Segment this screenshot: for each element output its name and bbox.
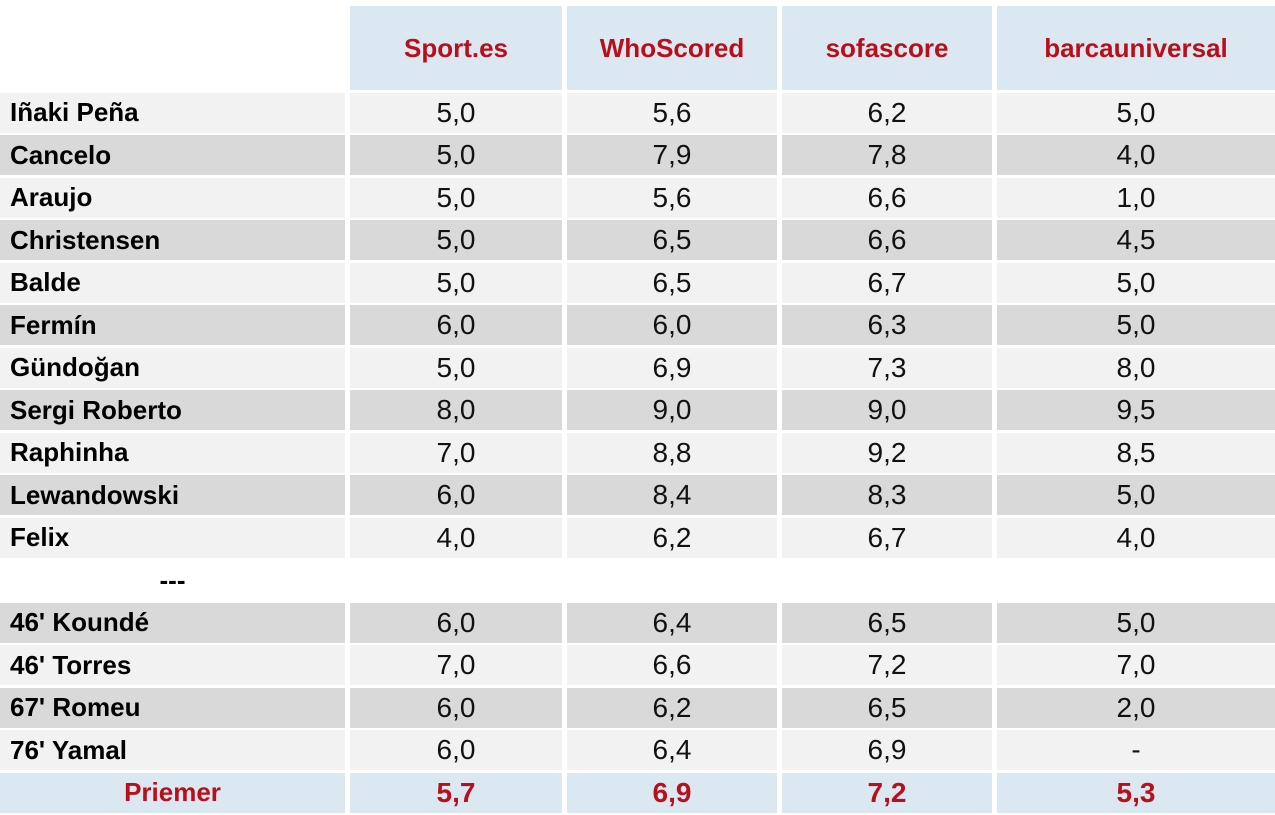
rating-cell: 6,7 — [782, 517, 992, 558]
rating-cell: 8,3 — [782, 475, 992, 515]
player-name-cell: Gündoğan — [0, 347, 345, 388]
rating-cell: 4,0 — [997, 517, 1275, 558]
rating-cell: 7,0 — [997, 645, 1275, 685]
rating-cell: 5,0 — [997, 602, 1275, 643]
column-header-barcauniversal: barcauniversal — [997, 6, 1275, 90]
rating-cell: 8,0 — [350, 390, 562, 430]
rating-cell: 6,0 — [350, 687, 562, 728]
rating-cell: 5,0 — [350, 135, 562, 175]
rating-cell: 9,0 — [567, 390, 777, 430]
player-name-cell: 46' Koundé — [0, 602, 345, 643]
rating-cell: 6,6 — [782, 177, 992, 218]
column-header-sofascore: sofascore — [782, 6, 992, 90]
rating-cell: 5,0 — [997, 262, 1275, 303]
rating-cell: 1,0 — [997, 177, 1275, 218]
separator-cell — [350, 560, 562, 600]
rating-cell: 7,9 — [567, 135, 777, 175]
player-name-cell: 67' Romeu — [0, 687, 345, 728]
rating-cell: 8,0 — [997, 347, 1275, 388]
player-name-cell: Sergi Roberto — [0, 390, 345, 430]
rating-cell: 6,2 — [567, 687, 777, 728]
header-corner-cell — [0, 6, 345, 90]
rating-cell: 6,0 — [567, 305, 777, 345]
rating-cell: 6,0 — [350, 475, 562, 515]
average-label-cell: Priemer — [0, 772, 345, 813]
rating-cell: 7,8 — [782, 135, 992, 175]
rating-cell: 5,6 — [567, 92, 777, 133]
player-name-cell: 76' Yamal — [0, 730, 345, 770]
rating-cell: 6,2 — [567, 517, 777, 558]
rating-cell: 7,0 — [350, 432, 562, 473]
rating-cell: 9,0 — [782, 390, 992, 430]
player-name-cell: Iñaki Peña — [0, 92, 345, 133]
player-name-cell: Felix — [0, 517, 345, 558]
rating-cell: 7,3 — [782, 347, 992, 388]
rating-cell: 7,0 — [350, 645, 562, 685]
player-name-cell: Fermín — [0, 305, 345, 345]
rating-cell: 6,4 — [567, 602, 777, 643]
rating-cell: 5,0 — [997, 92, 1275, 133]
rating-cell: 5,0 — [350, 92, 562, 133]
average-rating-cell: 6,9 — [567, 772, 777, 813]
separator-cell — [782, 560, 992, 600]
separator-cell — [997, 560, 1275, 600]
rating-cell: 4,0 — [997, 135, 1275, 175]
rating-cell: 6,7 — [782, 262, 992, 303]
rating-cell: 2,0 — [997, 687, 1275, 728]
rating-cell: 6,5 — [567, 262, 777, 303]
rating-cell: 6,5 — [567, 220, 777, 260]
player-name-cell: Cancelo — [0, 135, 345, 175]
rating-cell: 5,0 — [997, 305, 1275, 345]
rating-cell: 5,0 — [350, 347, 562, 388]
separator-cell — [567, 560, 777, 600]
average-rating-cell: 5,3 — [997, 772, 1275, 813]
player-name-cell: Araujo — [0, 177, 345, 218]
column-header-sport-es: Sport.es — [350, 6, 562, 90]
rating-cell: 9,5 — [997, 390, 1275, 430]
player-name-cell: Raphinha — [0, 432, 345, 473]
rating-cell: 6,0 — [350, 730, 562, 770]
rating-cell: 5,0 — [350, 262, 562, 303]
rating-cell: 5,6 — [567, 177, 777, 218]
player-name-cell: 46' Torres — [0, 645, 345, 685]
rating-cell: 6,0 — [350, 602, 562, 643]
rating-cell: 6,5 — [782, 687, 992, 728]
player-name-cell: Christensen — [0, 220, 345, 260]
ratings-grid: Sport.es WhoScored sofascore barcauniver… — [0, 6, 1275, 813]
average-rating-cell: 7,2 — [782, 772, 992, 813]
rating-cell: 6,0 — [350, 305, 562, 345]
rating-cell: 6,6 — [782, 220, 992, 260]
rating-cell: 6,5 — [782, 602, 992, 643]
rating-cell: 8,8 — [567, 432, 777, 473]
rating-cell: 6,9 — [782, 730, 992, 770]
rating-cell: 8,5 — [997, 432, 1275, 473]
rating-cell: 7,2 — [782, 645, 992, 685]
rating-cell: 6,3 — [782, 305, 992, 345]
column-header-whoscored: WhoScored — [567, 6, 777, 90]
rating-cell: 6,6 — [567, 645, 777, 685]
average-rating-cell: 5,7 — [350, 772, 562, 813]
rating-cell: 4,0 — [350, 517, 562, 558]
rating-cell: 5,0 — [997, 475, 1275, 515]
rating-cell: 6,9 — [567, 347, 777, 388]
rating-cell: - — [997, 730, 1275, 770]
rating-cell: 8,4 — [567, 475, 777, 515]
rating-cell: 4,5 — [997, 220, 1275, 260]
rating-cell: 6,2 — [782, 92, 992, 133]
separator-cell: --- — [159, 564, 186, 595]
rating-cell: 5,0 — [350, 220, 562, 260]
player-name-cell: Lewandowski — [0, 475, 345, 515]
player-name-cell: Balde — [0, 262, 345, 303]
rating-cell: 5,0 — [350, 177, 562, 218]
rating-cell: 9,2 — [782, 432, 992, 473]
rating-cell: 6,4 — [567, 730, 777, 770]
